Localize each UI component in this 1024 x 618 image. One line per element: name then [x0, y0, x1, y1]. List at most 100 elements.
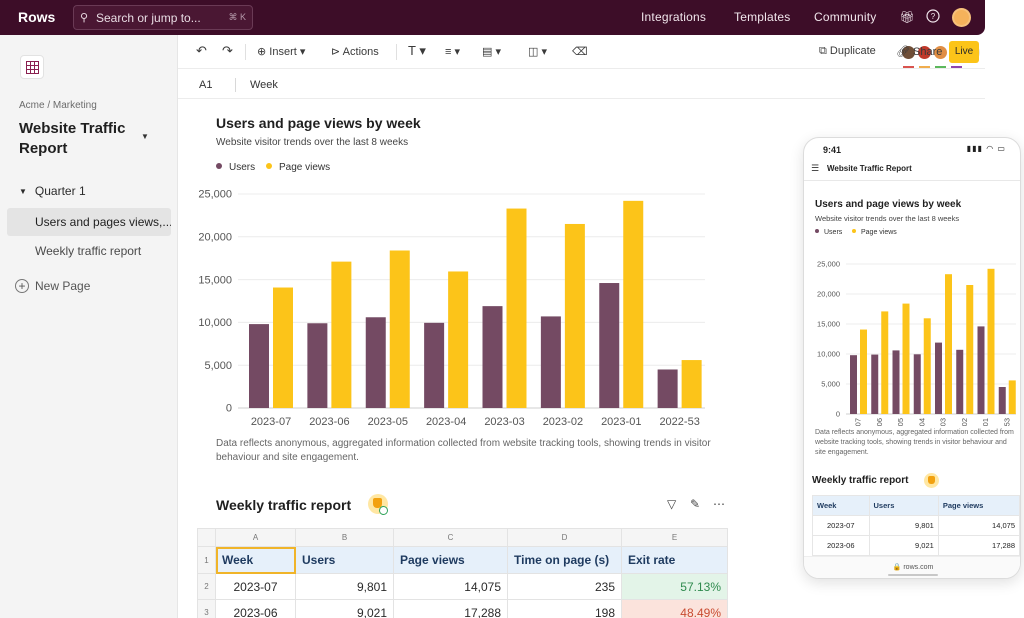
row-number[interactable]: 3: [197, 599, 216, 618]
header-cell[interactable]: Page views: [937, 495, 1020, 516]
phone-time: 9:41: [823, 145, 842, 155]
more-options-icon[interactable]: ⋯: [713, 497, 725, 511]
cell[interactable]: 2023-07: [812, 515, 870, 536]
rows-logo[interactable]: Rows: [18, 9, 56, 25]
sidebar-page-weekly-report[interactable]: Weekly traffic report: [35, 244, 142, 258]
automation-badge-icon[interactable]: [368, 494, 388, 515]
play-circle-icon: ⊳: [331, 46, 341, 58]
sidebar-page-users-views[interactable]: Users and pages views,...: [7, 208, 171, 236]
x-tick-label: 2023-05: [896, 418, 905, 426]
legend-swatch: [216, 163, 222, 169]
formula-bar: A1 Week: [178, 69, 985, 99]
header-cell-page-views[interactable]: Page views: [393, 546, 508, 574]
duplicate-button[interactable]: ⧉ Duplicate: [819, 45, 876, 58]
caret-down-icon[interactable]: ▼: [141, 132, 149, 141]
phone-legend-page-views: Page views: [852, 229, 897, 236]
column-header[interactable]: B: [295, 528, 394, 547]
row-number[interactable]: 1: [197, 546, 216, 574]
formula-divider: [235, 78, 236, 92]
chart-type-icon[interactable]: ◫ ▾: [528, 46, 547, 58]
share-label: Share: [913, 46, 943, 58]
nav-integrations[interactable]: Integrations: [641, 10, 707, 24]
sidebar: Acme / Marketing Website Traffic Report …: [0, 35, 178, 618]
live-button[interactable]: Live: [949, 41, 979, 63]
cell[interactable]: 2023-07: [215, 573, 296, 600]
bar-page-views: [681, 360, 702, 408]
insert-button[interactable]: ⊕ Insert ▾: [257, 46, 306, 58]
text-format-icon[interactable]: T ▾: [408, 43, 426, 58]
search-box[interactable]: ⚲ Search or jump to... ⌘ K: [73, 5, 253, 30]
cell[interactable]: 9,801: [868, 515, 939, 536]
edit-icon[interactable]: ✎: [690, 497, 701, 511]
cell[interactable]: 9,021: [295, 599, 394, 618]
new-page-label: New Page: [35, 279, 91, 293]
breadcrumb[interactable]: Acme / Marketing: [19, 100, 97, 111]
header-cell[interactable]: Week: [812, 495, 870, 516]
bar-users: [307, 323, 328, 408]
table-row: 2023-07 9,801 14,075: [812, 515, 1020, 536]
document-title[interactable]: Website Traffic Report: [19, 120, 126, 157]
formula-input[interactable]: Week: [250, 79, 278, 91]
header-cell-users[interactable]: Users: [295, 546, 394, 574]
cell[interactable]: 17,288: [937, 535, 1020, 556]
header-cell-week[interactable]: Week: [215, 546, 296, 574]
cell-reference[interactable]: A1: [199, 79, 213, 91]
legend-label: Users: [824, 229, 843, 236]
toolbar: ↶ ↷ ⊕ Insert ▾ ⊳ Actions T ▾ ≡ ▾ ▤ ▾ ◫ ▾…: [178, 35, 985, 69]
header-cell[interactable]: Users: [868, 495, 939, 516]
legend-label: Users: [229, 162, 256, 173]
caret-down-icon[interactable]: ▼: [19, 187, 27, 196]
search-shortcut: ⌘ K: [228, 12, 246, 22]
column-header[interactable]: C: [393, 528, 508, 547]
bar-page-views: [389, 250, 410, 408]
header-cell-exit-rate[interactable]: Exit rate: [621, 546, 728, 574]
cell[interactable]: 9,801: [295, 573, 394, 600]
column-header[interactable]: A: [215, 528, 296, 547]
menu-icon[interactable]: ☰: [811, 163, 820, 173]
filter-icon[interactable]: ▽: [667, 497, 677, 511]
bar-users: [540, 316, 561, 408]
sidebar-section-quarter[interactable]: ▼ Quarter 1: [19, 184, 86, 198]
y-tick-label: 25,000: [198, 189, 232, 201]
bar-users: [249, 324, 269, 408]
automation-badge-icon[interactable]: [924, 473, 939, 488]
nav-templates[interactable]: Templates: [734, 10, 791, 24]
bar-users: [850, 355, 857, 414]
cell[interactable]: 14,075: [393, 573, 508, 600]
help-icon[interactable]: ?: [925, 9, 941, 25]
cell[interactable]: 235: [507, 573, 622, 600]
share-button[interactable]: 🔗︎ Share: [896, 45, 942, 58]
search-placeholder: Search or jump to...: [96, 11, 201, 25]
nav-community[interactable]: Community: [814, 10, 877, 24]
undo-icon[interactable]: ↶: [196, 43, 207, 58]
cell[interactable]: 9,021: [868, 535, 939, 556]
cell[interactable]: 14,075: [937, 515, 1020, 536]
cell-exit-rate[interactable]: 48.49%: [621, 599, 728, 618]
x-tick-label: 2022-53: [659, 416, 699, 428]
actions-button[interactable]: ⊳ Actions: [331, 45, 379, 58]
column-header[interactable]: D: [507, 528, 622, 547]
column-header[interactable]: E: [621, 528, 728, 547]
bar-users: [871, 354, 879, 414]
cell-exit-rate[interactable]: 57.13%: [621, 573, 728, 600]
cell-format-icon[interactable]: ▤ ▾: [482, 46, 501, 58]
new-page-button[interactable]: + New Page: [15, 279, 90, 293]
cell[interactable]: 2023-06: [215, 599, 296, 618]
row-number[interactable]: 2: [197, 573, 216, 600]
x-tick-label: 2023-04: [917, 418, 926, 426]
cell[interactable]: 2023-06: [812, 535, 870, 556]
user-avatar[interactable]: [952, 8, 971, 27]
x-tick-label: 2023-02: [960, 418, 969, 426]
table-icon[interactable]: [20, 55, 44, 79]
cell[interactable]: 198: [507, 599, 622, 618]
bar-users: [482, 306, 503, 408]
eraser-icon[interactable]: ⌫: [572, 46, 588, 58]
table-row: 3 2023-06 9,021 17,288 198 48.49%: [197, 599, 728, 618]
align-icon[interactable]: ≡ ▾: [445, 46, 460, 58]
header-cell-time-on-page[interactable]: Time on page (s): [507, 546, 622, 574]
y-tick-label: 15,000: [198, 274, 232, 286]
redo-icon[interactable]: ↷: [222, 43, 233, 58]
cell[interactable]: 17,288: [393, 599, 508, 618]
gift-icon[interactable]: 🎁︎: [899, 10, 915, 24]
y-tick-label: 25,000: [817, 260, 840, 269]
